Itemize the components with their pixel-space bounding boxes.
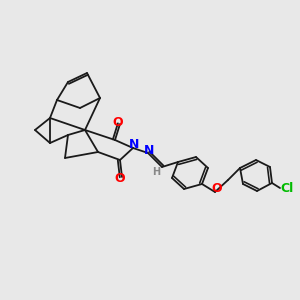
Text: N: N [129,139,139,152]
Text: O: O [113,116,123,128]
Text: N: N [144,143,154,157]
Text: Cl: Cl [280,182,294,194]
Text: O: O [115,172,125,185]
Text: O: O [212,182,222,194]
Text: H: H [152,167,160,177]
